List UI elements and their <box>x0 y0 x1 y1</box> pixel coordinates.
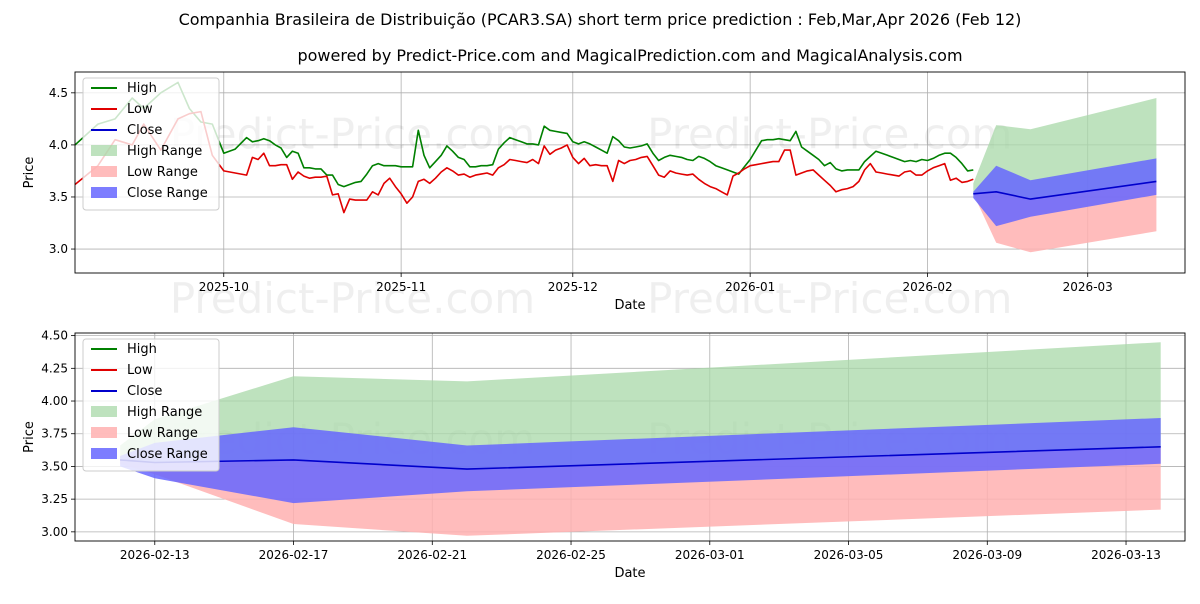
watermark-text: Predict-Price.com <box>170 274 535 323</box>
legend-low-range-swatch <box>91 166 117 177</box>
legend-high-label: High <box>127 342 157 357</box>
y-tick-label: 3.5 <box>49 190 68 204</box>
x-tick-label: 2025-10 <box>199 280 249 294</box>
x-tick-label: 2026-03 <box>1063 280 1113 294</box>
x-tick-label: 2026-02-13 <box>120 548 190 562</box>
x-tick-label: 2026-02-25 <box>536 548 606 562</box>
legend-high-label: High <box>127 81 157 96</box>
x-tick-label: 2026-03-01 <box>675 548 745 562</box>
x-tick-label: 2025-11 <box>376 280 426 294</box>
legend-low-label: Low <box>127 102 153 117</box>
legend: High Low Close High Range Low Range Close Ran… <box>82 338 220 472</box>
y-tick-label: 4.50 <box>41 329 68 343</box>
y-axis-label: Price <box>22 157 37 189</box>
axes-frame <box>74 332 1186 542</box>
plot-area <box>75 81 1157 253</box>
legend-low-range-swatch <box>91 427 117 438</box>
legend-close-label: Close <box>127 384 162 399</box>
x-tick-label: 2026-02-17 <box>259 548 329 562</box>
y-tick-label: 3.00 <box>41 525 68 539</box>
x-tick-label: 2026-02 <box>902 280 952 294</box>
y-axis-label: Price <box>22 421 37 453</box>
y-tick-label: 4.0 <box>49 138 68 152</box>
x-axis-label: Date <box>614 298 645 313</box>
watermark-text: Predict-Price.com <box>170 109 535 158</box>
watermark-text: Predict-Price.com <box>647 109 1012 158</box>
x-tick-label: 2026-03-05 <box>814 548 884 562</box>
y-tick-label: 3.50 <box>41 459 68 473</box>
chart-title: Companhia Brasileira de Distribuição (PC… <box>179 10 1022 29</box>
high-series-line <box>75 81 974 188</box>
legend-high-range-label: High Range <box>127 405 202 420</box>
legend-high-range-swatch <box>91 406 117 417</box>
legend-low-range-label: Low Range <box>127 426 198 441</box>
x-axis-label: Date <box>614 566 645 581</box>
y-tick-label: 3.0 <box>49 242 68 256</box>
legend-close-label: Close <box>127 123 162 138</box>
legend-close-range-swatch <box>91 448 117 459</box>
low-series-line <box>75 110 974 214</box>
legend-low-range-label: Low Range <box>127 165 198 180</box>
legend-high-range-swatch <box>91 145 117 156</box>
legend-high-range-label: High Range <box>127 144 202 159</box>
y-tick-label: 3.75 <box>41 427 68 441</box>
x-tick-label: 2026-03-09 <box>952 548 1022 562</box>
y-tick-label: 4.25 <box>41 361 68 375</box>
x-tick-label: 2026-03-13 <box>1091 548 1161 562</box>
bottom-forecast-chart: Predict-Price.comPredict-Price.com2026-0… <box>22 329 1186 581</box>
legend-close-range-swatch <box>91 187 117 198</box>
x-tick-label: 2026-01 <box>725 280 775 294</box>
close-series-line <box>973 180 1157 200</box>
x-tick-label: 2026-02-21 <box>397 548 467 562</box>
top-price-chart: Predict-Price.com Predict-Price.com Predic… <box>22 71 1186 323</box>
y-tick-label: 4.5 <box>49 86 68 100</box>
close-range-band <box>973 158 1157 227</box>
close-range-band <box>120 418 1161 504</box>
y-tick-label: 3.25 <box>41 492 68 506</box>
legend-low-label: Low <box>127 363 153 378</box>
legend-close-range-label: Close Range <box>127 447 208 462</box>
x-tick-label: 2025-12 <box>548 280 598 294</box>
chart-subtitle: powered by Predict-Price.com and Magical… <box>297 46 962 65</box>
watermark-text: Predict-Price.com <box>647 274 1012 323</box>
plot-area <box>120 342 1161 536</box>
legend: High Low Close High Range Low Range Close Ran… <box>82 77 220 211</box>
legend-close-range-label: Close Range <box>127 186 208 201</box>
y-tick-label: 4.00 <box>41 394 68 408</box>
axes-frame <box>74 71 1186 274</box>
